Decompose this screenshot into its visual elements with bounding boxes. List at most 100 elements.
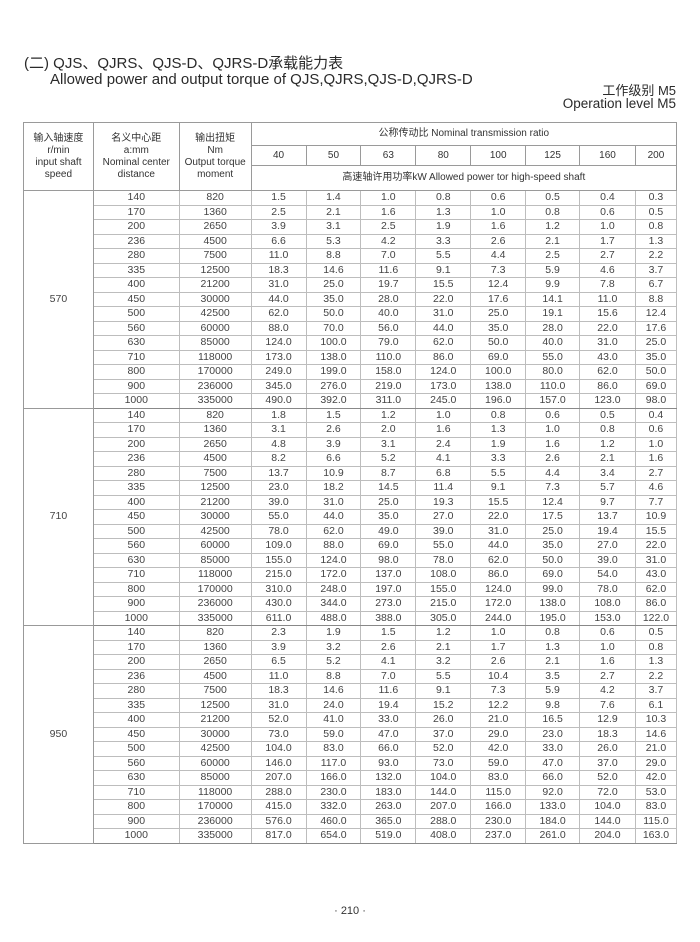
output-torque-cell: 42500 <box>178 523 252 539</box>
power-cell: 1.0 <box>360 190 417 206</box>
table-row: 1000 335000 490.0 392.0 311.0 245.0 196.0 157.0… <box>24 393 678 409</box>
power-cell: 19.4 <box>360 697 417 713</box>
power-cell: 22.0 <box>634 538 678 554</box>
power-cell: 3.7 <box>634 683 678 699</box>
power-cell: 288.0 <box>250 784 307 800</box>
header-center-en1: Nominal center <box>102 156 170 168</box>
power-cell: 62.0 <box>250 306 307 322</box>
power-cell: 611.0 <box>250 610 307 626</box>
power-cell: 1.5 <box>250 190 307 206</box>
power-cell: 1.6 <box>415 422 472 438</box>
power-cell: 6.5 <box>250 654 307 670</box>
power-cell: 2.1 <box>525 654 581 670</box>
center-distance-cell: 800 <box>92 364 180 380</box>
power-cell: 66.0 <box>360 741 417 757</box>
power-cell: 3.1 <box>250 422 307 438</box>
power-cell: 70.0 <box>305 320 362 336</box>
header-output-torque: 输出扭矩 Nm Output torque moment <box>178 122 252 191</box>
table-row: 280 7500 13.7 10.9 8.7 6.8 5.5 4.4 3.4 2.7 <box>24 465 678 481</box>
power-cell: 22.0 <box>470 509 527 525</box>
power-cell: 490.0 <box>250 393 307 409</box>
table-row: 450 30000 44.0 35.0 28.0 22.0 17.6 14.1 11.0 8.8 <box>24 291 678 307</box>
power-cell: 195.0 <box>525 610 581 626</box>
power-cell: 49.0 <box>360 523 417 539</box>
output-torque-cell: 2650 <box>178 219 252 235</box>
power-cell: 138.0 <box>305 349 362 365</box>
output-torque-cell: 1360 <box>178 422 252 438</box>
center-distance-cell: 500 <box>92 741 180 757</box>
output-torque-cell: 820 <box>178 407 252 423</box>
power-cell: 0.8 <box>415 190 472 206</box>
header-ratio-160: 160 <box>579 145 636 166</box>
power-cell: 35.0 <box>634 349 678 365</box>
power-cell: 86.0 <box>470 567 527 583</box>
output-torque-cell: 4500 <box>178 451 252 467</box>
power-cell: 8.7 <box>360 465 417 481</box>
header-torque-en2: moment <box>197 168 234 180</box>
power-cell: 9.1 <box>415 262 472 278</box>
center-distance-cell: 400 <box>92 712 180 728</box>
power-cell: 3.5 <box>525 668 581 684</box>
power-cell: 7.7 <box>634 494 678 510</box>
power-cell: 1.6 <box>579 654 636 670</box>
table-row: 400 21200 52.0 41.0 33.0 26.0 21.0 16.5 12.9 10.3 <box>24 712 678 728</box>
power-cell: 4.2 <box>579 683 636 699</box>
power-cell: 19.7 <box>360 277 417 293</box>
power-cell: 173.0 <box>415 378 472 394</box>
output-torque-cell: 170000 <box>178 364 252 380</box>
power-cell: 44.0 <box>250 291 307 307</box>
power-cell: 124.0 <box>250 335 307 351</box>
output-torque-cell: 60000 <box>178 320 252 336</box>
power-cell: 12.4 <box>470 277 527 293</box>
center-distance-cell: 280 <box>92 248 180 264</box>
output-torque-cell: 85000 <box>178 770 252 786</box>
power-cell: 9.7 <box>579 494 636 510</box>
power-cell: 62.0 <box>470 552 527 568</box>
power-cell: 1.6 <box>360 204 417 220</box>
power-cell: 12.4 <box>525 494 581 510</box>
power-cell: 199.0 <box>305 364 362 380</box>
center-distance-cell: 560 <box>92 320 180 336</box>
power-cell: 78.0 <box>415 552 472 568</box>
power-cell: 73.0 <box>415 755 472 771</box>
power-cell: 388.0 <box>360 610 417 626</box>
power-cell: 7.3 <box>525 480 581 496</box>
center-distance-cell: 1000 <box>92 828 180 844</box>
power-cell: 157.0 <box>525 393 581 409</box>
power-cell: 3.1 <box>360 436 417 452</box>
power-cell: 1.6 <box>525 436 581 452</box>
output-torque-cell: 60000 <box>178 538 252 554</box>
power-cell: 72.0 <box>579 784 636 800</box>
power-cell: 10.4 <box>470 668 527 684</box>
power-cell: 15.5 <box>634 523 678 539</box>
power-cell: 0.4 <box>634 407 678 423</box>
power-cell: 415.0 <box>250 799 307 815</box>
power-cell: 8.8 <box>305 248 362 264</box>
table-row: 236 4500 11.0 8.8 7.0 5.5 10.4 3.5 2.7 2.2 <box>24 668 678 684</box>
power-cell: 52.0 <box>415 741 472 757</box>
table-row: 500 42500 78.0 62.0 49.0 39.0 31.0 25.0 19.4 15.5 <box>24 523 678 539</box>
capacity-table: 输入轴速度 r/min input shaft speed 名义中心距 a:mm… <box>23 122 678 844</box>
power-cell: 83.0 <box>305 741 362 757</box>
power-cell: 1.6 <box>470 219 527 235</box>
power-cell: 3.3 <box>470 451 527 467</box>
power-cell: 69.0 <box>470 349 527 365</box>
power-cell: 35.0 <box>525 538 581 554</box>
power-cell: 11.4 <box>415 480 472 496</box>
power-cell: 27.0 <box>579 538 636 554</box>
power-cell: 0.5 <box>525 190 581 206</box>
power-cell: 13.7 <box>250 465 307 481</box>
output-torque-cell: 4500 <box>178 668 252 684</box>
center-distance-cell: 280 <box>92 465 180 481</box>
power-cell: 92.0 <box>525 784 581 800</box>
output-torque-cell: 1360 <box>178 639 252 655</box>
power-cell: 166.0 <box>470 799 527 815</box>
power-cell: 4.8 <box>250 436 307 452</box>
power-cell: 21.0 <box>634 741 678 757</box>
power-cell: 27.0 <box>415 509 472 525</box>
power-cell: 215.0 <box>415 596 472 612</box>
table-row: 236 4500 6.6 5.3 4.2 3.3 2.6 2.1 1.7 1.3 <box>24 233 678 249</box>
table-row: 170 1360 3.1 2.6 2.0 1.6 1.3 1.0 0.8 0.6 <box>24 422 678 438</box>
power-cell: 196.0 <box>470 393 527 409</box>
power-cell: 93.0 <box>360 755 417 771</box>
